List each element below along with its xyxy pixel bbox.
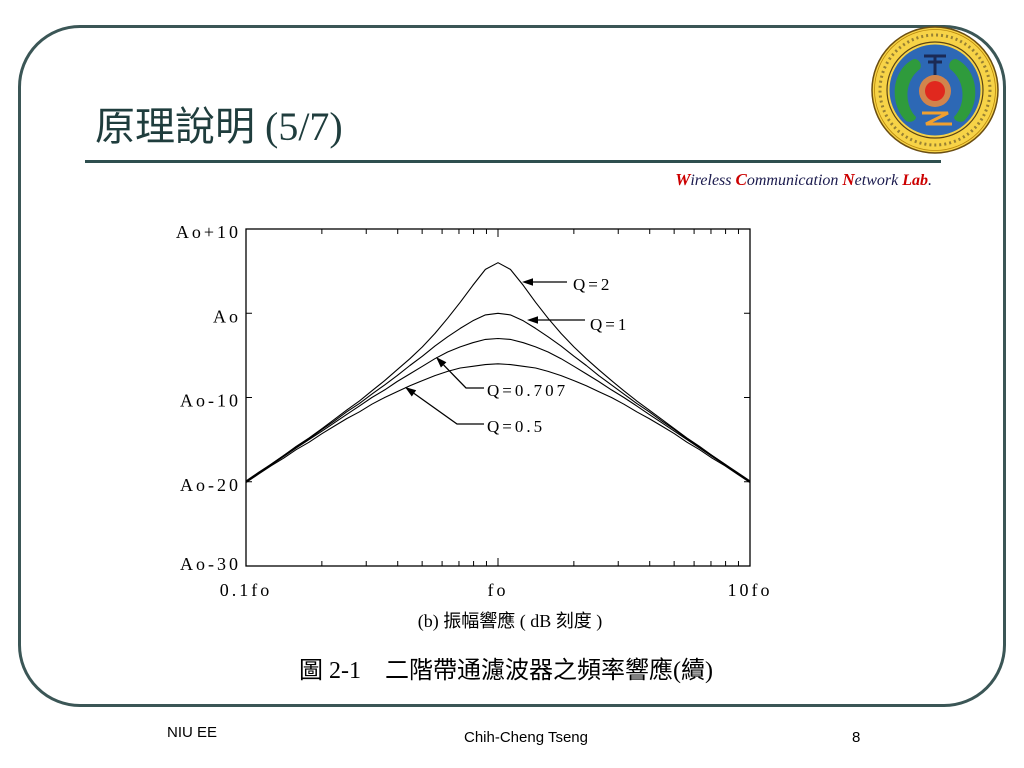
annotation-arrowhead: [522, 278, 533, 286]
lab-name-initial: C: [735, 170, 747, 189]
annotation-arrowhead: [527, 316, 538, 324]
footer-author: Chih-Cheng Tseng: [464, 729, 588, 746]
logo-inner-ring: [886, 41, 984, 139]
lab-name: Wireless Communication Network Lab.: [675, 170, 932, 191]
lab-name-initial: N: [842, 170, 855, 189]
lab-name-lab-word: Lab: [902, 172, 928, 189]
logo-wave: [922, 111, 952, 126]
logo-sun: [925, 81, 945, 101]
lab-name-period: .: [928, 172, 932, 189]
lab-name-fragment: ireless: [690, 172, 736, 189]
page-number: 8: [852, 729, 861, 746]
annotation-label: Q=0.5: [487, 417, 545, 436]
logo-lettering-ring: [878, 33, 992, 147]
y-tick-label: Ao: [213, 306, 241, 326]
x-tick-label: fo: [488, 580, 509, 600]
lab-name-initial: W: [675, 170, 691, 189]
logo-right-leaf: [949, 59, 976, 122]
lab-name-fragment: etwork: [854, 172, 903, 189]
series-line-q-1: [245, 312, 751, 483]
y-tick-label: Ao-30: [180, 554, 241, 574]
y-tick-label: Ao-20: [180, 475, 241, 495]
footer-left: NIU EE: [167, 724, 218, 741]
logo-antenna: [924, 54, 946, 75]
y-tick-label: Ao+10: [176, 222, 241, 242]
series-line-q-0-707: [245, 337, 751, 483]
logo-ring-line: [874, 29, 996, 151]
series-line-q-0-5: [245, 363, 751, 484]
annotation-label: Q=1: [590, 315, 629, 334]
slide-title: 原理說明 (5/7): [95, 104, 343, 149]
university-emblem-icon: [871, 26, 999, 154]
figure-caption: 圖 2-1 二階帶通濾波器之頻率響應(續): [299, 658, 713, 684]
y-tick-label: Ao-10: [180, 391, 241, 411]
title-underline: [85, 160, 941, 163]
annotation-arrowhead: [405, 387, 417, 397]
lab-name-fragment: ommunication: [746, 172, 843, 189]
slide-frame: [18, 25, 1006, 707]
annotation-arrow: [443, 364, 484, 389]
annotation-label: Q=2: [573, 275, 612, 294]
subfigure-caption: (b) 振幅響應 ( dB 刻度 ): [417, 611, 603, 631]
logo-left-leaf: [894, 59, 921, 122]
x-tick-label: 10fo: [728, 580, 773, 600]
annotation-label: Q=0.707: [487, 381, 568, 400]
annotation-arrow: [413, 392, 484, 425]
series-line-q-2: [245, 262, 751, 482]
x-tick-label: 0.1fo: [220, 580, 273, 600]
annotation-arrowhead: [436, 357, 447, 368]
